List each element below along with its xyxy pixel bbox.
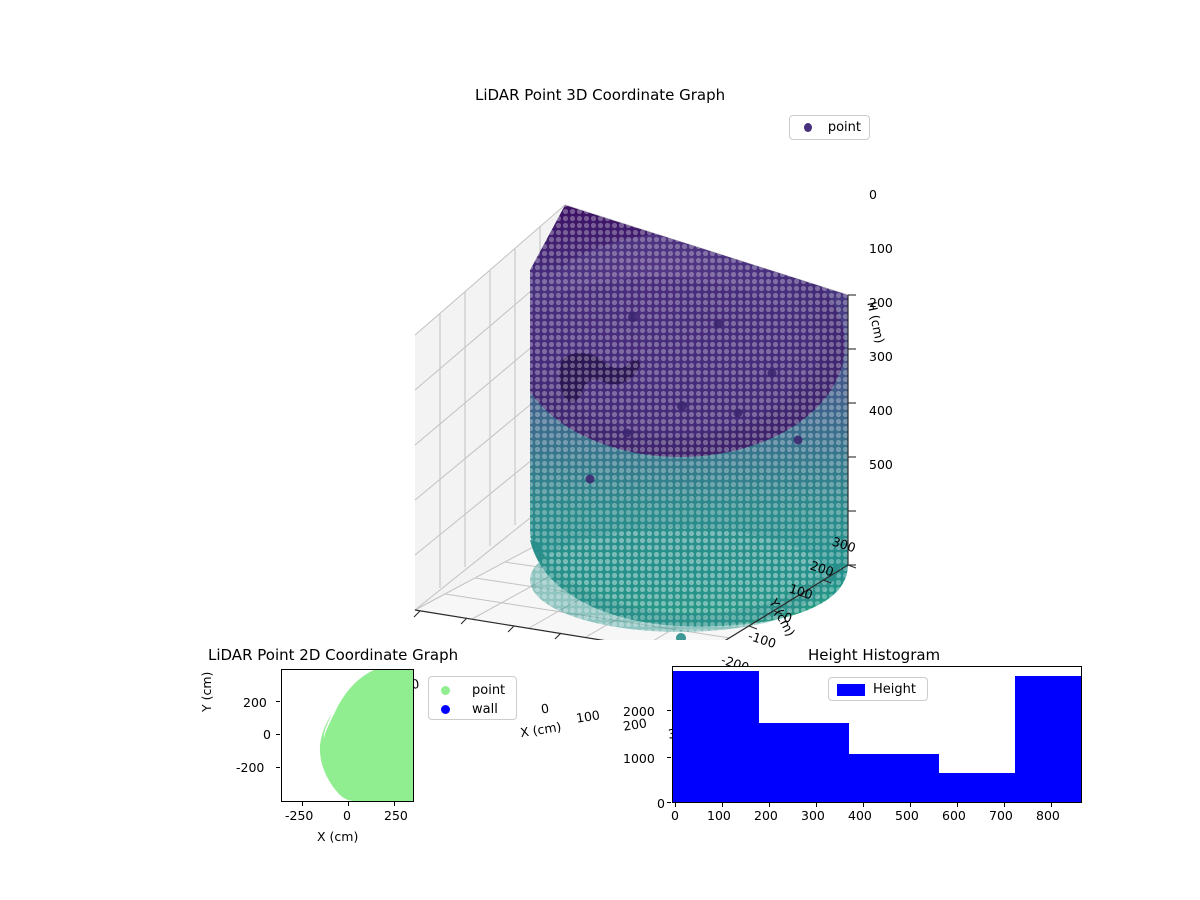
- legend-item-wall-2d[interactable]: wall: [437, 700, 508, 719]
- histogram-ytick-0: 0: [657, 796, 665, 811]
- histogram-xtickmark-500: [910, 803, 911, 807]
- plot2d-point-region: [319, 670, 413, 801]
- plot3d-ztick-4: 400: [869, 403, 893, 418]
- plot3d-title: LiDAR Point 3D Coordinate Graph: [475, 86, 726, 104]
- plot2d-xtickmark-0: [348, 802, 349, 806]
- plot2d-ytick-200: 200: [243, 695, 267, 710]
- plot2d-xtickmark-250: [394, 802, 395, 806]
- plot2d-ytick-0: 0: [263, 727, 271, 742]
- histogram-bar-0: [673, 671, 759, 802]
- point-marker-icon: [441, 686, 450, 695]
- plot2d-legend[interactable]: point wall: [428, 676, 517, 720]
- height-swatch-icon: [837, 683, 865, 696]
- histogram-xtickmark-0: [675, 803, 676, 807]
- plot3d-axes[interactable]: -300 -200 -100 0 100 200 300 X (cm) -300…: [380, 110, 900, 742]
- legend-item-point[interactable]: point: [798, 120, 861, 135]
- plot3d-xlabel: X (cm): [519, 718, 563, 741]
- plot3d-ticks: [413, 294, 857, 640]
- histogram-bar-2: [849, 754, 939, 802]
- plot2d-xlabel: X (cm): [317, 829, 359, 844]
- histogram-title: Height Histogram: [808, 646, 941, 664]
- histogram-xtickmark-400: [863, 803, 864, 807]
- legend-label-wall-2d: wall: [472, 702, 498, 717]
- plot3d-ztick-5: 500: [869, 457, 893, 472]
- plot2d-ylabel: Y (cm): [199, 671, 214, 712]
- plot3d-xtick-3: 0: [539, 700, 551, 717]
- histogram-xtick-0: 0: [671, 808, 679, 823]
- wall-marker-icon: [441, 705, 450, 714]
- histogram-bar-4: [1015, 676, 1081, 802]
- plot2d-xtick-250: 250: [384, 808, 408, 823]
- histogram-xtick-600: 600: [942, 808, 966, 823]
- histogram-bar-3: [939, 773, 1015, 802]
- plot3d-ztick-3: 300: [869, 349, 893, 364]
- plot2d-axes[interactable]: [281, 669, 414, 802]
- plot3d-ztick-2: 200: [869, 295, 893, 310]
- histogram-xtick-700: 700: [989, 808, 1013, 823]
- plot3d-canvas: [413, 204, 857, 640]
- histogram-xtick-100: 100: [707, 808, 731, 823]
- plot2d-ytickmark-0: [276, 734, 280, 735]
- histogram-ytick-2000: 2000: [623, 704, 655, 719]
- plot3d-legend[interactable]: point: [789, 115, 870, 140]
- legend-label-point: point: [827, 120, 861, 135]
- histogram-xtickmark-100: [722, 803, 723, 807]
- plot2d-ytickmark-200: [276, 701, 280, 702]
- histogram-ytickmark-1000: [667, 757, 671, 758]
- histogram-ytick-1000: 1000: [623, 751, 655, 766]
- legend-item-point-2d[interactable]: point: [437, 681, 508, 700]
- histogram-legend[interactable]: Height: [828, 677, 928, 701]
- histogram-xtick-300: 300: [801, 808, 825, 823]
- histogram-bar-1: [759, 723, 849, 802]
- plot2d-ytickmark--200: [276, 767, 280, 768]
- histogram-xtickmark-700: [1004, 803, 1005, 807]
- histogram-xtick-400: 400: [848, 808, 872, 823]
- histogram-xtickmark-200: [769, 803, 770, 807]
- plot2d-xtickmark--250: [302, 802, 303, 806]
- plot3d-xtick-4: 100: [574, 707, 601, 726]
- plot3d-ztick-1: 100: [869, 241, 893, 256]
- histogram-ytickmark-0: [667, 802, 671, 803]
- histogram-axes[interactable]: [672, 666, 1082, 803]
- histogram-xtickmark-600: [957, 803, 958, 807]
- plot2d-xtick--250: -250: [285, 808, 314, 823]
- plot3d-ztick-0: 0: [869, 187, 877, 202]
- plot2d-canvas: [319, 670, 413, 801]
- histogram-xtickmark-300: [816, 803, 817, 807]
- legend-item-height[interactable]: Height: [837, 682, 919, 697]
- plot3d-floor-points: [530, 528, 842, 640]
- histogram-xtickmark-800: [1051, 803, 1052, 807]
- histogram-ytickmark-2000: [667, 710, 671, 711]
- plot2d-xtick-0: 0: [343, 808, 351, 823]
- histogram-xtick-200: 200: [754, 808, 778, 823]
- plot2d-ytick--200: -200: [236, 760, 265, 775]
- point-marker-icon: [804, 123, 812, 132]
- histogram-xtick-800: 800: [1036, 808, 1060, 823]
- legend-label-point-2d: point: [472, 683, 506, 698]
- plot2d-title: LiDAR Point 2D Coordinate Graph: [208, 646, 459, 664]
- histogram-xtick-500: 500: [895, 808, 919, 823]
- legend-label-height: Height: [873, 682, 916, 697]
